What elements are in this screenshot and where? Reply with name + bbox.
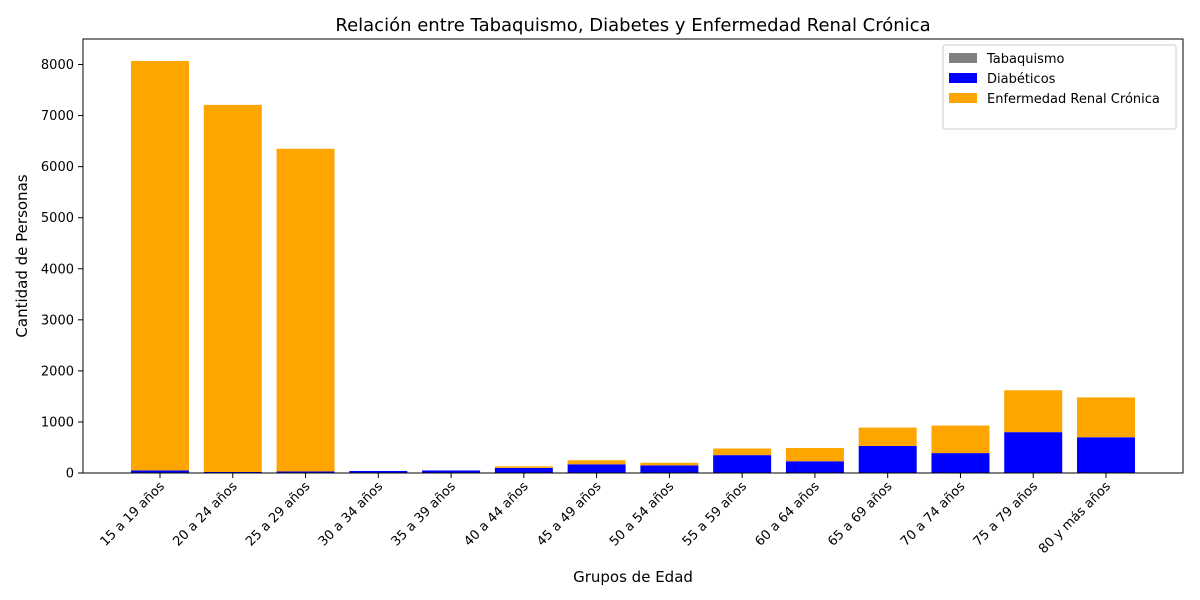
- legend-label: Tabaquismo: [986, 52, 1065, 67]
- y-tick-label: 2000: [41, 364, 74, 379]
- bar-3-11: [858, 427, 917, 446]
- y-tick-label: 3000: [41, 313, 74, 328]
- bar-3-9: [713, 448, 772, 456]
- legend-box: [942, 44, 1177, 130]
- bar-2-2: [203, 471, 262, 473]
- bar-3-10: [785, 447, 844, 462]
- y-tick-label: 6000: [41, 160, 74, 175]
- x-axis-title: Grupos de Edad: [573, 568, 693, 586]
- bar-2-9: [713, 455, 772, 473]
- bar-2-10: [785, 461, 844, 473]
- y-tick-label: 1000: [41, 415, 74, 430]
- bar-3-8: [640, 462, 699, 466]
- legend-swatch: [949, 93, 977, 103]
- plot-area: [131, 60, 1135, 473]
- bar-3-14: [1077, 397, 1135, 438]
- y-axis: 0 1000 2000 3000 4000 5000 6000 7000 8000: [41, 58, 83, 482]
- bar-2-14: [1077, 437, 1135, 473]
- bar-2-7: [567, 464, 626, 473]
- y-tick-label: 4000: [41, 262, 74, 277]
- y-axis-title: Cantidad de Personas: [13, 174, 31, 337]
- bar-3-13: [1004, 390, 1063, 433]
- axes-frame: [82, 38, 1184, 474]
- bar-3-12: [931, 425, 990, 454]
- legend: Tabaquismo Diabéticos Enfermedad Renal Cró…: [942, 44, 1177, 130]
- bar-3-7: [567, 460, 626, 465]
- bar-2-6: [494, 467, 553, 473]
- y-tick-label: 8000: [41, 58, 74, 73]
- legend-swatch: [949, 53, 977, 63]
- y-tick-label: 0: [66, 467, 74, 482]
- legend-swatch: [949, 73, 977, 83]
- y-tick-label: 7000: [41, 109, 74, 124]
- y-tick-label: 5000: [41, 211, 74, 226]
- bar-2-11: [858, 445, 917, 473]
- bar-2-12: [931, 453, 990, 473]
- bar-2-4: [349, 470, 408, 473]
- bar-3-1: [131, 60, 189, 471]
- legend-label: Diabéticos: [987, 72, 1056, 87]
- legend-label: Enfermedad Renal Crónica: [987, 92, 1160, 107]
- bar-3-6: [494, 466, 553, 468]
- bar-2-5: [422, 470, 481, 473]
- bar-2-8: [640, 465, 699, 473]
- bar-3-3: [276, 148, 335, 472]
- bar-3-2: [203, 104, 262, 472]
- chart-title: Relación entre Tabaquismo, Diabetes y En…: [335, 15, 930, 36]
- bar-2-1: [131, 470, 189, 473]
- bar-2-3: [276, 471, 335, 473]
- bar-2-13: [1004, 432, 1063, 473]
